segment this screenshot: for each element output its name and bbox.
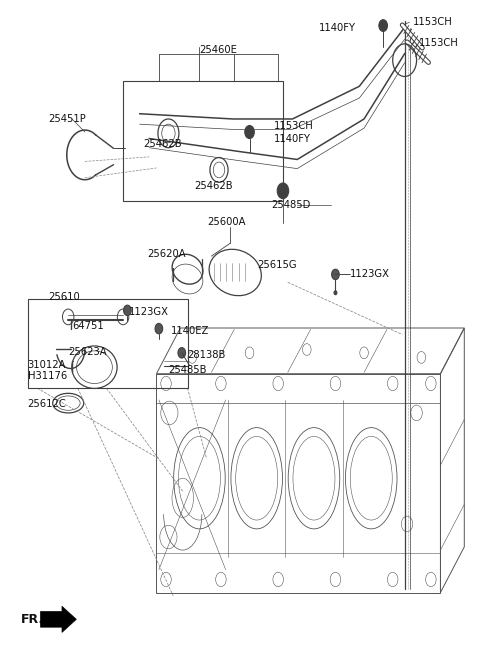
Text: 25615G: 25615G [258,260,297,270]
Circle shape [245,125,254,138]
Text: 25462B: 25462B [195,181,233,192]
Text: 31012A: 31012A [28,360,66,370]
Text: 25620A: 25620A [147,249,186,259]
Text: 25623A: 25623A [68,346,107,356]
Text: FR.: FR. [21,613,44,626]
Text: 1140EZ: 1140EZ [171,326,209,337]
Text: 25460E: 25460E [200,45,238,55]
Text: 1140FY: 1140FY [319,22,356,33]
Text: 1123GX: 1123GX [350,269,390,279]
Circle shape [155,323,163,334]
Circle shape [277,183,288,199]
Text: 64751: 64751 [72,321,104,331]
Circle shape [332,269,339,279]
Circle shape [334,291,337,295]
Text: 28138B: 28138B [188,350,226,360]
Bar [123,81,283,201]
Text: 1140FY: 1140FY [274,134,311,144]
Text: 25485B: 25485B [168,365,207,375]
Text: 1153CH: 1153CH [419,37,459,47]
Circle shape [379,20,387,31]
Text: 25612C: 25612C [28,400,66,409]
Circle shape [123,305,131,316]
Text: 25451P: 25451P [48,114,86,124]
Bar [28,298,188,388]
Text: 25462B: 25462B [144,139,182,149]
Text: 25600A: 25600A [207,216,246,227]
Polygon shape [40,606,76,632]
Text: H31176: H31176 [28,371,67,380]
Text: 1123GX: 1123GX [129,307,169,318]
Circle shape [178,348,186,358]
Text: 1153CH: 1153CH [413,17,453,28]
Text: 25610: 25610 [48,292,80,302]
Text: 1153CH: 1153CH [274,121,313,131]
Text: 25485D: 25485D [271,200,311,210]
